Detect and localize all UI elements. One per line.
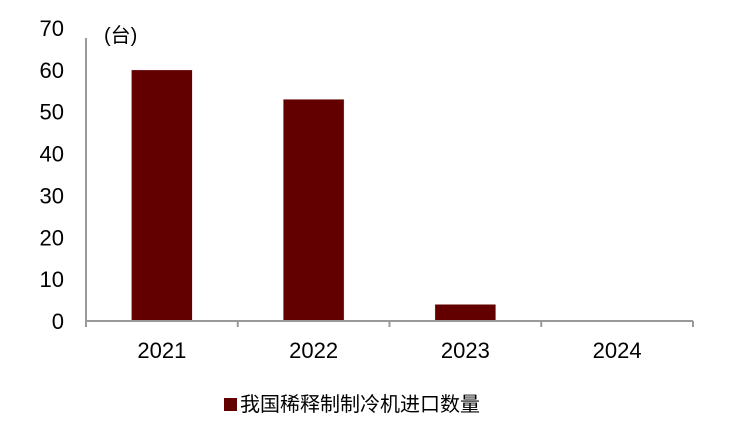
bar bbox=[282, 98, 345, 322]
legend-swatch bbox=[224, 398, 237, 411]
y-tick-label: 70 bbox=[40, 16, 64, 41]
bar bbox=[131, 69, 193, 322]
legend-label: 我国稀释制制冷机进口数量 bbox=[240, 393, 480, 416]
y-tick-label: 30 bbox=[40, 183, 64, 208]
y-tick-label: 20 bbox=[40, 225, 64, 250]
y-tick-label: 50 bbox=[40, 100, 64, 125]
y-tick-label: 60 bbox=[40, 58, 64, 83]
x-tick-label: 2022 bbox=[289, 338, 338, 363]
legend: 我国稀释制制冷机进口数量 bbox=[224, 393, 480, 416]
y-axis-unit-label: (台) bbox=[104, 24, 137, 47]
y-tick-label: 0 bbox=[52, 309, 64, 334]
y-tick-label: 40 bbox=[40, 142, 64, 167]
bar bbox=[434, 304, 497, 322]
x-tick-label: 2024 bbox=[593, 338, 642, 363]
x-tick-label: 2023 bbox=[441, 338, 490, 363]
y-tick-label: 10 bbox=[40, 267, 64, 292]
x-tick-label: 2021 bbox=[137, 338, 186, 363]
